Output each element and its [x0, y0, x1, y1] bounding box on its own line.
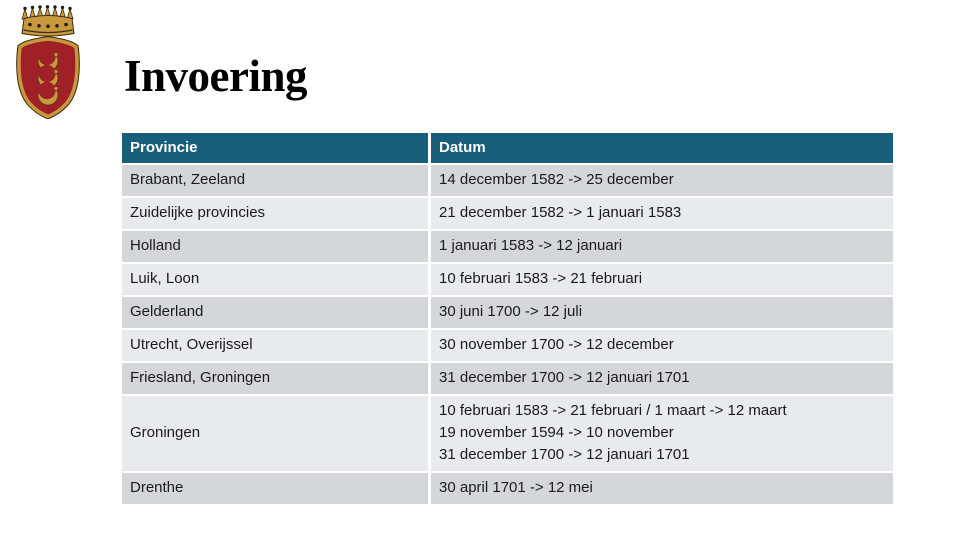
table-row: Groningen 10 februari 1583 -> 21 februari…: [122, 396, 893, 471]
datum-cell: 30 november 1700 -> 12 december: [428, 330, 893, 361]
provinces-table: Provincie Datum Brabant, Zeeland 14 decemb…: [122, 131, 893, 506]
datum-line: 19 november 1594 -> 10 november: [439, 424, 674, 441]
column-header-datum: Datum: [428, 133, 893, 163]
datum-line: 30 november 1700 -> 12 december: [439, 336, 674, 353]
invoering-table-container: Provincie Datum Brabant, Zeeland 14 decemb…: [122, 131, 893, 506]
table-row: Holland 1 januari 1583 -> 12 januari: [122, 231, 893, 262]
table-row: Utrecht, Overijssel 30 november 1700 -> 1…: [122, 330, 893, 361]
datum-line: 10 februari 1583 -> 21 februari / 1 maar…: [439, 402, 787, 419]
provincie-cell: Utrecht, Overijssel: [122, 330, 428, 361]
datum-cell: 30 april 1701 -> 12 mei: [428, 473, 893, 504]
provincie-cell: Gelderland: [122, 297, 428, 328]
slide-title: Invoering: [124, 51, 308, 101]
provincie-cell: Groningen: [122, 396, 428, 471]
datum-cell: 30 juni 1700 -> 12 juli: [428, 297, 893, 328]
datum-cell: 1 januari 1583 -> 12 januari: [428, 231, 893, 262]
datum-cell: 21 december 1582 -> 1 januari 1583: [428, 198, 893, 229]
datum-line: 30 april 1701 -> 12 mei: [439, 479, 593, 496]
datum-line: 1 januari 1583 -> 12 januari: [439, 237, 623, 254]
provincie-cell: Zuidelijke provincies: [122, 198, 428, 229]
datum-cell: 14 december 1582 -> 25 december: [428, 165, 893, 196]
datum-line: 14 december 1582 -> 25 december: [439, 171, 674, 188]
datum-cell: 10 februari 1583 -> 21 februari: [428, 264, 893, 295]
provincie-cell: Drenthe: [122, 473, 428, 504]
datum-cell: 10 februari 1583 -> 21 februari / 1 maar…: [428, 396, 893, 471]
coat-of-arms-logo: [10, 5, 86, 119]
crescents-icon: [37, 47, 59, 106]
provincie-cell: Holland: [122, 231, 428, 262]
datum-line: 31 december 1700 -> 12 januari 1701: [439, 369, 690, 386]
coat-of-arms-icon: [16, 5, 80, 119]
crown-icon: [21, 5, 75, 37]
table-row: Brabant, Zeeland 14 december 1582 -> 25 d…: [122, 165, 893, 196]
datum-line: 10 februari 1583 -> 21 februari: [439, 270, 643, 287]
datum-line: 31 december 1700 -> 12 januari 1701: [439, 446, 690, 463]
provincie-cell: Brabant, Zeeland: [122, 165, 428, 196]
table-row: Gelderland 30 juni 1700 -> 12 juli: [122, 297, 893, 328]
datum-cell: 31 december 1700 -> 12 januari 1701: [428, 363, 893, 394]
datum-line: 30 juni 1700 -> 12 juli: [439, 303, 583, 320]
table-row: Zuidelijke provincies 21 december 1582 ->…: [122, 198, 893, 229]
datum-line: 21 december 1582 -> 1 januari 1583: [439, 204, 682, 221]
provincie-cell: Friesland, Groningen: [122, 363, 428, 394]
provincie-cell: Luik, Loon: [122, 264, 428, 295]
table-row: Luik, Loon 10 februari 1583 -> 21 februar…: [122, 264, 893, 295]
shield-icon: [16, 36, 80, 119]
table-header-row: Provincie Datum: [122, 133, 893, 163]
table-row: Drenthe 30 april 1701 -> 12 mei: [122, 473, 893, 504]
table-row: Friesland, Groningen 31 december 1700 -> …: [122, 363, 893, 394]
column-header-provincie: Provincie: [122, 133, 428, 163]
